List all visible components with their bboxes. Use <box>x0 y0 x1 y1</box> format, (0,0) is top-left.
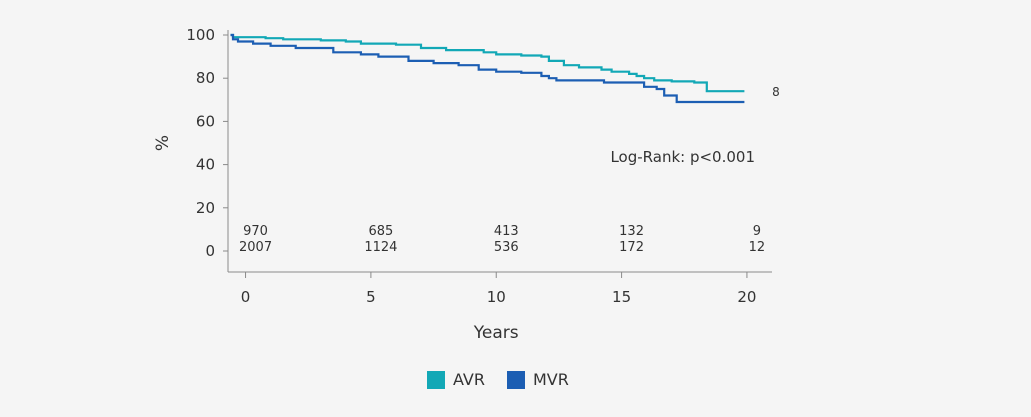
x-axis-title: Years <box>473 323 519 343</box>
y-tick-label: 60 <box>196 112 215 130</box>
risk-count-mvr: 1124 <box>364 240 397 255</box>
risk-count-avr: 132 <box>619 224 644 239</box>
legend-label-avr: AVR <box>453 370 485 389</box>
legend-item-mvr: MVR <box>506 370 569 389</box>
series-line-avr <box>230 33 745 93</box>
legend-label-mvr: MVR <box>532 370 569 389</box>
risk-count-mvr: 172 <box>619 240 644 255</box>
axes-layer <box>223 30 772 278</box>
y-tick-label: 40 <box>196 156 215 174</box>
y-tick-label: 100 <box>186 26 215 44</box>
risk-count-mvr: 536 <box>494 240 519 255</box>
x-tick-label: 0 <box>241 288 251 306</box>
y-tick-label: 80 <box>196 69 215 87</box>
risk-count-avr: 9 <box>753 224 761 239</box>
y-axis-title: % <box>153 135 173 151</box>
series-layer <box>230 33 745 104</box>
x-tick-label: 20 <box>737 288 756 306</box>
legend-swatch-mvr <box>506 370 525 389</box>
y-tick-label: 20 <box>196 199 215 217</box>
risk-count-mvr: 12 <box>749 240 766 255</box>
log-rank-annotation: Log-Rank: p<0.001 <box>610 148 755 166</box>
legend: AVR MVR <box>427 370 591 389</box>
x-tick-label: 5 <box>366 288 376 306</box>
risk-count-avr: 413 <box>494 224 519 239</box>
legend-item-avr: AVR <box>427 370 485 389</box>
x-tick-label: 15 <box>612 288 631 306</box>
edge-label: 8 <box>772 85 780 99</box>
risk-count-avr: 970 <box>243 224 268 239</box>
y-tick-label: 0 <box>205 242 215 260</box>
risk-count-avr: 685 <box>368 224 393 239</box>
labels-layer: 0 20 40 60 80 100 0 5 10 15 20 Years% Log-Rank: p<0.… <box>153 26 780 343</box>
x-tick-label: 10 <box>487 288 506 306</box>
legend-swatch-avr <box>427 370 445 389</box>
series-line-mvr <box>230 33 745 104</box>
risk-count-mvr: 2007 <box>239 240 272 255</box>
